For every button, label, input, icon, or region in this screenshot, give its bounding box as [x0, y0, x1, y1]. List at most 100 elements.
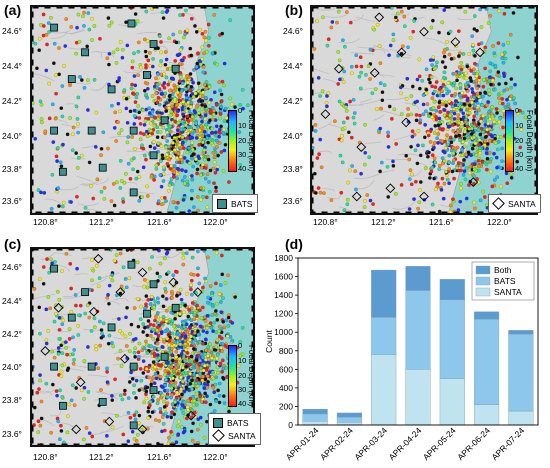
terrain-ridge: [96, 391, 120, 395]
earthquake-event: [195, 61, 200, 66]
earthquake-event: [399, 112, 404, 116]
terrain-ridge: [166, 178, 188, 182]
earthquake-event: [341, 120, 346, 125]
earthquake-event: [159, 159, 163, 163]
earthquake-event: [519, 127, 524, 132]
earthquake-event: [96, 366, 101, 370]
earthquake-event: [204, 326, 209, 330]
earthquake-event: [71, 361, 76, 366]
earthquake-event: [172, 324, 176, 329]
bats-station: [149, 151, 158, 160]
earthquake-event: [478, 151, 482, 156]
earthquake-event: [207, 180, 211, 184]
earthquake-event: [388, 43, 393, 48]
lon-tick: 121.6°: [147, 217, 172, 227]
earthquake-event: [452, 137, 456, 142]
earthquake-event: [335, 20, 339, 25]
lat-tick: 24.0°: [2, 362, 22, 372]
earthquake-event: [188, 396, 193, 401]
terrain-ridge: [58, 186, 80, 191]
earthquake-event: [205, 195, 209, 200]
earthquake-event: [488, 13, 493, 18]
santa-station: [89, 306, 99, 317]
earthquake-event: [140, 195, 144, 199]
earthquake-event: [167, 346, 172, 351]
earthquake-event: [416, 143, 420, 148]
earthquake-event: [124, 172, 128, 176]
earthquake-event: [145, 95, 150, 100]
colorbar-tick: 0: [515, 106, 520, 115]
bats-station: [67, 313, 76, 322]
earthquake-event: [170, 296, 174, 300]
earthquake-event: [173, 85, 178, 90]
earthquake-event: [220, 253, 224, 258]
earthquake-event: [174, 206, 179, 210]
earthquake-event: [152, 381, 157, 386]
earthquake-event: [479, 25, 484, 29]
bar-segment-both: [302, 409, 328, 415]
earthquake-event: [119, 284, 124, 289]
earthquake-event: [173, 327, 178, 332]
earthquake-event: [42, 191, 47, 195]
earthquake-event: [474, 98, 479, 103]
earthquake-event: [395, 11, 400, 16]
earthquake-event: [121, 432, 126, 437]
earthquake-event: [182, 400, 187, 405]
santa-station: [320, 109, 331, 119]
earthquake-event: [359, 70, 363, 75]
earthquake-event: [83, 311, 87, 316]
earthquake-event: [63, 44, 68, 48]
earthquake-event: [154, 314, 158, 319]
earthquake-event: [226, 273, 230, 278]
y-tick-label: 0: [288, 420, 293, 430]
earthquake-event: [435, 136, 440, 141]
earthquake-event: [121, 200, 126, 204]
earthquake-event: [189, 196, 194, 201]
earthquake-event: [196, 427, 200, 432]
earthquake-event: [512, 96, 516, 100]
earthquake-event: [465, 98, 470, 102]
earthquake-event: [44, 32, 49, 37]
earthquake-event: [485, 160, 490, 164]
earthquake-event: [169, 430, 173, 434]
bats-station: [59, 401, 67, 410]
earthquake-event: [154, 167, 159, 171]
plot-frame: [297, 257, 539, 426]
earthquake-event: [199, 173, 203, 177]
terrain-ridge: [131, 283, 149, 288]
earthquake-event: [477, 108, 481, 112]
earthquake-event: [87, 315, 92, 320]
earthquake-event: [354, 64, 359, 69]
earthquake-event: [51, 102, 55, 107]
earthquake-event: [158, 34, 162, 38]
earthquake-event: [187, 388, 191, 392]
bats-station: [129, 421, 138, 430]
terrain-ridge: [39, 390, 52, 396]
earthquake-event: [486, 21, 491, 25]
earthquake-event: [453, 71, 458, 76]
earthquake-event: [488, 61, 493, 66]
earthquake-event: [479, 126, 484, 131]
bats-station: [87, 126, 96, 135]
earthquake-event: [417, 57, 422, 62]
earthquake-event: [208, 110, 213, 114]
earthquake-event: [168, 98, 172, 102]
earthquake-event: [40, 120, 44, 125]
earthquake-event: [72, 348, 76, 352]
earthquake-event: [112, 203, 117, 208]
earthquake-event: [480, 136, 484, 141]
terrain-ridge: [325, 13, 348, 18]
earthquake-event: [49, 431, 53, 435]
earthquake-event: [212, 155, 217, 159]
terrain-ridge: [312, 67, 330, 75]
earthquake-event: [166, 360, 170, 365]
earthquake-event: [318, 190, 323, 195]
earthquake-event: [115, 293, 119, 298]
santa-station: [468, 177, 479, 187]
earthquake-event: [160, 153, 165, 158]
earthquake-event: [241, 106, 245, 111]
earthquake-event: [441, 196, 446, 201]
earthquake-event: [141, 108, 145, 113]
earthquake-event: [127, 380, 132, 384]
terrain-ridge: [316, 7, 336, 11]
